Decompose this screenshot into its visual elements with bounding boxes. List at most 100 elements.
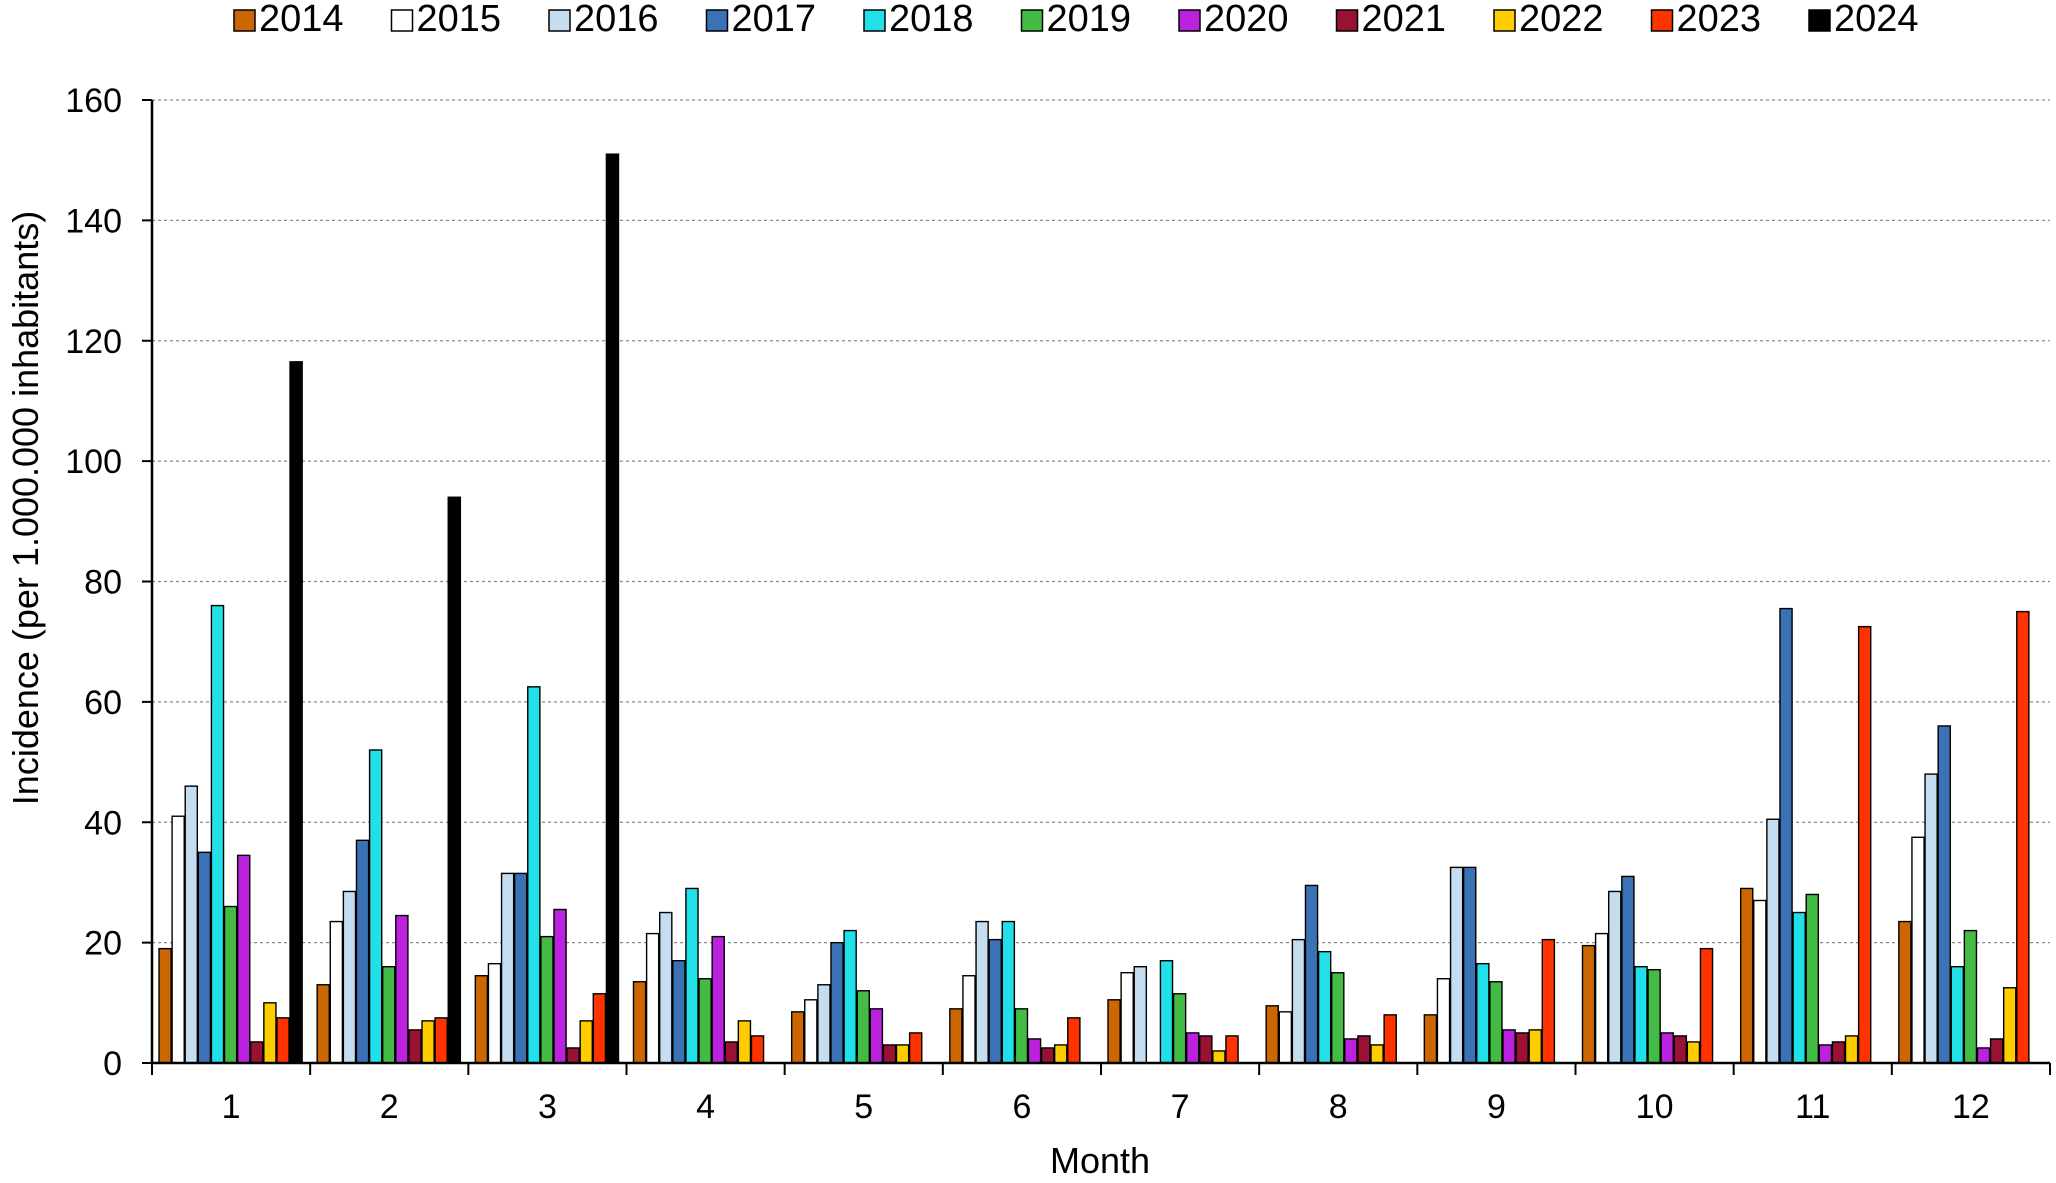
bar-2014-month-5 <box>790 1011 805 1064</box>
bar-2019-month-2 <box>382 966 396 1064</box>
bar-2021-month-10 <box>1673 1035 1688 1064</box>
bar-2018-month-6 <box>1001 920 1016 1064</box>
y-tick-label: 100 <box>65 443 122 481</box>
bar-2021-month-9 <box>1515 1032 1529 1064</box>
legend-item-2023: 2023 <box>1650 0 1762 40</box>
y-tick-label: 120 <box>65 323 122 361</box>
bar-2023-month-4 <box>750 1035 765 1064</box>
x-tick-label: 2 <box>380 1088 399 1126</box>
x-tick-label: 6 <box>1012 1088 1031 1126</box>
bar-2022-month-5 <box>895 1044 910 1064</box>
bar-2016-month-10 <box>1608 890 1622 1064</box>
bar-2019-month-4 <box>698 978 712 1064</box>
bar-2021-month-6 <box>1040 1047 1055 1064</box>
legend-label: 2022 <box>1519 0 1604 40</box>
legend-label: 2018 <box>889 0 974 40</box>
legend-item-2016: 2016 <box>548 0 659 40</box>
y-tick-label: 160 <box>65 82 122 120</box>
bar-2014-month-10 <box>1581 944 1596 1064</box>
bar-2018-month-12 <box>1950 966 1965 1064</box>
bar-2016-month-6 <box>975 920 989 1064</box>
bar-2020-month-11 <box>1818 1044 1833 1064</box>
x-axis-ticks: 1 2 3 4 5 6 7 8 9 10 11 12 <box>151 1063 2051 1126</box>
legend-label: 2016 <box>574 0 659 40</box>
legend-label: 2017 <box>732 0 817 40</box>
bar-2016-month-2 <box>342 890 357 1064</box>
y-tick-label: 60 <box>84 684 122 722</box>
bar-2019-month-8 <box>1330 972 1345 1064</box>
bar-2017-month-10 <box>1621 875 1635 1064</box>
legend-item-2021: 2021 <box>1335 0 1447 40</box>
bar-2022-month-2 <box>421 1020 435 1064</box>
bar-2020-month-2 <box>395 914 409 1064</box>
bar-2016-month-1 <box>184 785 199 1064</box>
bar-2017-month-2 <box>355 839 370 1064</box>
bars <box>158 153 2030 1064</box>
bar-2018-month-1 <box>210 604 225 1064</box>
legend-label: 2014 <box>259 0 344 40</box>
bar-2018-month-11 <box>1792 911 1806 1064</box>
bar-2018-month-5 <box>843 929 857 1064</box>
bar-2024-month-3 <box>605 153 620 1064</box>
bar-2016-month-4 <box>659 911 673 1064</box>
bar-2016-month-7 <box>1133 966 1148 1064</box>
x-tick-label: 12 <box>1952 1088 1990 1126</box>
legend-swatch <box>233 9 256 32</box>
bar-2014-month-12 <box>1898 920 1912 1064</box>
bar-2023-month-1 <box>276 1017 290 1064</box>
legend-swatch <box>1020 9 1044 32</box>
x-tick-label: 5 <box>854 1088 873 1126</box>
bar-2014-month-2 <box>316 984 330 1064</box>
bar-2019-month-10 <box>1647 969 1661 1064</box>
bar-2021-month-5 <box>882 1044 897 1064</box>
bar-2022-month-12 <box>2002 987 2017 1064</box>
bar-2024-month-1 <box>289 361 303 1064</box>
legend-label: 2021 <box>1362 0 1447 40</box>
y-axis-ticks: 0 20 40 60 80 100 120 140 160 <box>65 82 152 1083</box>
bar-2017-month-6 <box>988 938 1002 1064</box>
bar-2015-month-2 <box>329 920 344 1064</box>
bar-2021-month-11 <box>1831 1041 1846 1064</box>
bar-2019-month-7 <box>1172 993 1187 1064</box>
bar-2014-month-3 <box>474 975 489 1064</box>
legend: 2014 2015 2016 2017 2018 2019 2020 2021 2022 2023… <box>233 0 1919 40</box>
bar-2021-month-7 <box>1199 1035 1213 1064</box>
bar-2022-month-11 <box>1844 1035 1859 1064</box>
legend-swatch <box>705 9 729 32</box>
bar-2015-month-7 <box>1120 972 1134 1064</box>
bar-2017-month-8 <box>1304 884 1319 1064</box>
bar-2018-month-3 <box>527 686 541 1064</box>
legend-label: 2020 <box>1204 0 1289 40</box>
bar-2021-month-12 <box>1989 1038 2004 1064</box>
legend-swatch <box>548 9 571 32</box>
bar-2020-month-1 <box>236 854 251 1064</box>
legend-swatch <box>1335 9 1359 32</box>
legend-item-2019: 2019 <box>1020 0 1131 40</box>
bar-2016-month-12 <box>1924 773 1938 1064</box>
bar-2020-month-12 <box>1976 1047 1991 1064</box>
bar-2020-month-8 <box>1344 1038 1358 1064</box>
x-tick-label: 3 <box>538 1088 557 1126</box>
bar-2021-month-2 <box>408 1029 422 1064</box>
x-tick-label: 11 <box>1795 1088 1830 1126</box>
bar-2023-month-8 <box>1383 1014 1397 1064</box>
bar-2014-month-8 <box>1265 1005 1279 1064</box>
bar-2018-month-2 <box>368 749 383 1064</box>
legend-item-2018: 2018 <box>863 0 974 40</box>
legend-swatch <box>1493 9 1516 32</box>
bar-2022-month-1 <box>263 1002 277 1064</box>
legend-item-2017: 2017 <box>705 0 817 40</box>
bar-2014-month-9 <box>1423 1014 1438 1064</box>
bar-2023-month-5 <box>908 1032 923 1064</box>
bar-2021-month-3 <box>566 1047 580 1064</box>
bar-2020-month-3 <box>553 908 567 1064</box>
bar-2018-month-10 <box>1634 966 1648 1064</box>
bar-2022-month-3 <box>579 1020 593 1064</box>
bar-2018-month-7 <box>1159 959 1174 1064</box>
bar-2015-month-11 <box>1753 899 1767 1064</box>
legend-label: 2023 <box>1677 0 1762 40</box>
bar-2019-month-1 <box>223 905 238 1064</box>
bar-2021-month-4 <box>724 1041 739 1064</box>
y-tick-label: 140 <box>65 202 122 240</box>
legend-swatch <box>1650 9 1674 32</box>
